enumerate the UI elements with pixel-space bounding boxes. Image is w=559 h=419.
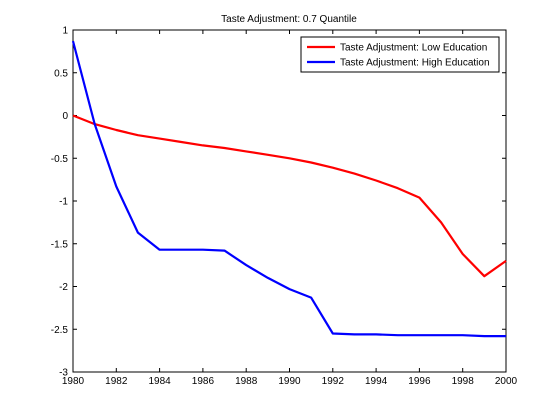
x-tick-label: 1996 xyxy=(408,376,431,387)
x-axis: 1980 1982 1984 1986 1988 1990 1992 1994 1996 1998… xyxy=(62,30,518,387)
plot-area xyxy=(72,29,507,373)
x-tick-label: 1992 xyxy=(322,376,345,387)
x-tick-label: 1990 xyxy=(278,376,301,387)
plot-frame xyxy=(72,29,507,373)
x-tick-label: 1984 xyxy=(148,376,171,387)
x-tick-label: 1994 xyxy=(365,376,388,387)
series-line-low-education xyxy=(72,114,507,278)
y-tick-label: -1 xyxy=(59,197,68,208)
x-tick-label: 1998 xyxy=(452,376,475,387)
y-tick-label: 1 xyxy=(62,26,68,37)
y-tick-label: 0 xyxy=(62,111,68,122)
x-tick-label: 1988 xyxy=(235,376,258,387)
y-tick-label: -2 xyxy=(59,282,68,293)
y-tick-label: 0.5 xyxy=(54,68,68,79)
x-tick-label: 1982 xyxy=(105,376,128,387)
y-axis: 1 0.5 0 -0.5 -1 -1.5 -2 -2.5 -3 xyxy=(51,26,506,379)
legend-box xyxy=(300,36,500,73)
legend: Taste Adjustment: Low Education Taste Adj… xyxy=(300,36,500,73)
legend-label: Taste Adjustment: Low Education xyxy=(340,43,487,54)
x-tick-label: 1986 xyxy=(192,376,215,387)
chart-title: Taste Adjustment: 0.7 Quantile xyxy=(221,14,357,25)
y-tick-label: -2.5 xyxy=(51,325,69,336)
y-tick-label: -0.5 xyxy=(51,154,69,165)
legend-label: Taste Adjustment: High Education xyxy=(340,58,490,69)
x-tick-label: 1980 xyxy=(62,376,85,387)
series-lines xyxy=(71,40,507,338)
x-tick-label: 2000 xyxy=(495,376,518,387)
y-tick-label: -1.5 xyxy=(51,239,69,250)
series-line-high-education xyxy=(71,40,506,338)
y-tick-label: -3 xyxy=(59,368,68,379)
